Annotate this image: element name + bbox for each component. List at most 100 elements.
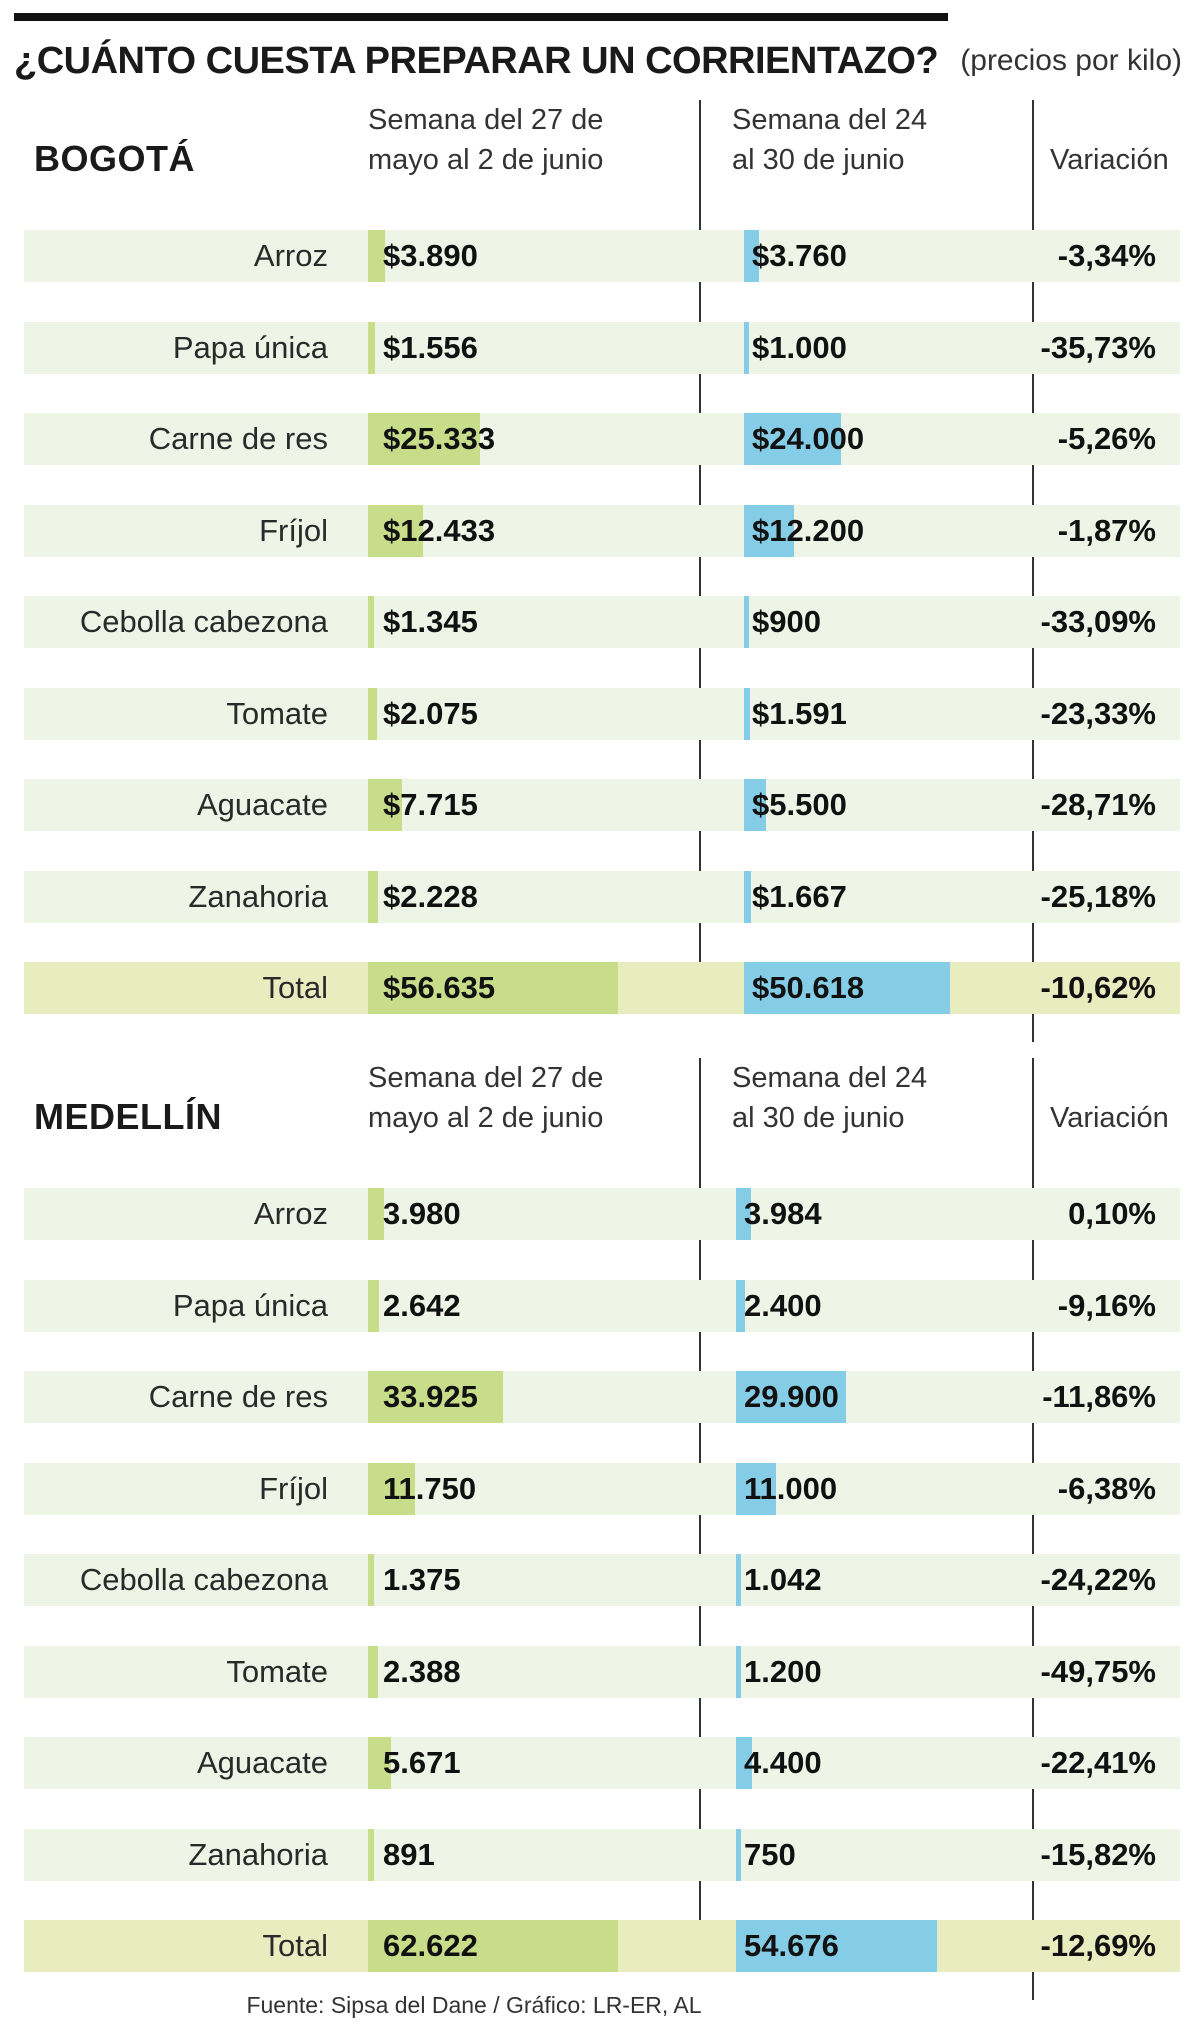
week2-value: $24.000 [752, 421, 865, 456]
top-rule [14, 13, 948, 21]
week1-bar [368, 688, 377, 740]
row-label: Arroz [253, 238, 328, 273]
week1-header: Semana del 27 de mayo al 2 de junio [368, 100, 603, 180]
variation-value: -1,87% [1057, 513, 1156, 548]
week2-value: $5.500 [752, 787, 847, 822]
week2-value: 4.400 [744, 1745, 822, 1780]
week2-value: $50.618 [752, 970, 865, 1005]
week1-bar [368, 505, 423, 557]
variation-value: -24,22% [1040, 1562, 1156, 1597]
week2-value: $3.760 [752, 238, 847, 273]
variation-value: -3,34% [1057, 238, 1156, 273]
week2-bar [744, 413, 841, 465]
week1-bar [368, 1463, 415, 1515]
week2-bar [736, 1646, 741, 1698]
week2-value: 54.676 [744, 1928, 839, 1963]
week1-header-line2: mayo al 2 de junio [368, 1102, 604, 1134]
week2-value: $1.667 [752, 879, 847, 914]
week2-bar [736, 1829, 741, 1881]
table-row [24, 871, 1180, 923]
row-label: Papa única [172, 330, 328, 365]
week1-value: $2.228 [383, 879, 478, 914]
variation-value: -25,18% [1040, 879, 1156, 914]
week1-bar [368, 596, 374, 648]
variation-value: -22,41% [1040, 1745, 1156, 1780]
week1-header-line2: mayo al 2 de junio [368, 144, 604, 176]
table-row [24, 688, 1180, 740]
variation-value: -11,86% [1042, 1379, 1156, 1414]
week2-header: Semana del 24 al 30 de junio [732, 1058, 927, 1138]
week2-bar [736, 1188, 751, 1240]
week1-value: 2.388 [383, 1654, 461, 1689]
city-title: BOGOTÁ [34, 138, 195, 179]
week1-value: 33.925 [383, 1379, 478, 1414]
week1-value: 11.750 [383, 1471, 477, 1506]
week1-bar [368, 1188, 384, 1240]
week1-value: 1.375 [383, 1562, 461, 1597]
row-label: Fríjol [259, 513, 328, 548]
week1-value: $2.075 [383, 696, 478, 731]
table-row [24, 1554, 1180, 1606]
week2-bar [736, 1371, 846, 1423]
row-label: Total [262, 1928, 328, 1963]
week1-value: $12.433 [383, 513, 496, 548]
week2-bar [736, 1920, 937, 1972]
week2-value: $12.200 [752, 513, 865, 548]
week2-bar [744, 505, 794, 557]
week2-value: 11.000 [744, 1471, 838, 1506]
week1-bar [368, 1371, 503, 1423]
variation-value: 0,10% [1068, 1196, 1156, 1231]
chart-title: ¿CUÁNTO CUESTA PREPARAR UN CORRIENTAZO? [14, 40, 939, 82]
week2-bar [744, 688, 750, 740]
week2-header-line1: Semana del 24 [732, 1062, 928, 1094]
table-row [24, 413, 1180, 465]
row-label: Total [262, 970, 328, 1005]
medellin-section: MEDELLÍN Semana del 27 de mayo al 2 de j… [0, 1058, 1200, 2018]
week1-bar [368, 779, 402, 831]
week1-bar [368, 871, 378, 923]
week1-bar [368, 1920, 618, 1972]
column-divider [1032, 1058, 1034, 2000]
table-row [24, 505, 1180, 557]
week2-value: 2.400 [744, 1288, 822, 1323]
table-row [24, 1280, 1180, 1332]
week1-value: $3.890 [383, 238, 478, 273]
week1-bar [368, 1737, 391, 1789]
row-label: Tomate [226, 696, 328, 731]
week2-bar [744, 596, 749, 648]
week1-bar [368, 230, 385, 282]
week2-bar [744, 230, 759, 282]
row-label: Tomate [226, 1654, 328, 1689]
week2-value: $1.000 [752, 330, 847, 365]
week1-bar [368, 1280, 379, 1332]
week2-bar [744, 871, 751, 923]
week1-value: $1.556 [383, 330, 478, 365]
week1-value: 3.980 [383, 1196, 461, 1231]
row-label: Zanahoria [188, 1837, 328, 1872]
week2-header-line1: Semana del 24 [732, 104, 928, 136]
week1-bar [368, 1829, 374, 1881]
variation-value: -35,73% [1040, 330, 1156, 365]
week1-value: $7.715 [383, 787, 478, 822]
week1-bar [368, 413, 480, 465]
row-label: Cebolla cabezona [79, 1562, 328, 1597]
week1-value: $25.333 [383, 421, 496, 456]
variation-value: -5,26% [1057, 421, 1156, 456]
table-row [24, 1737, 1180, 1789]
week2-value: $1.591 [752, 696, 847, 731]
column-divider [1032, 100, 1034, 1042]
week1-header: Semana del 27 de mayo al 2 de junio [368, 1058, 603, 1138]
table-row [24, 322, 1180, 374]
week2-header-line2: al 30 de junio [732, 144, 905, 176]
row-label: Fríjol [259, 1471, 328, 1506]
variation-value: -9,16% [1057, 1288, 1156, 1323]
week1-bar [368, 962, 618, 1014]
week1-value: 5.671 [383, 1745, 461, 1780]
table-row [24, 1646, 1180, 1698]
city-title: MEDELLÍN [34, 1096, 222, 1137]
week2-bar [736, 1554, 741, 1606]
week2-value: 1.200 [744, 1654, 822, 1689]
table-row [24, 779, 1180, 831]
week2-header: Semana del 24 al 30 de junio [732, 100, 927, 180]
table-row [24, 1463, 1180, 1515]
